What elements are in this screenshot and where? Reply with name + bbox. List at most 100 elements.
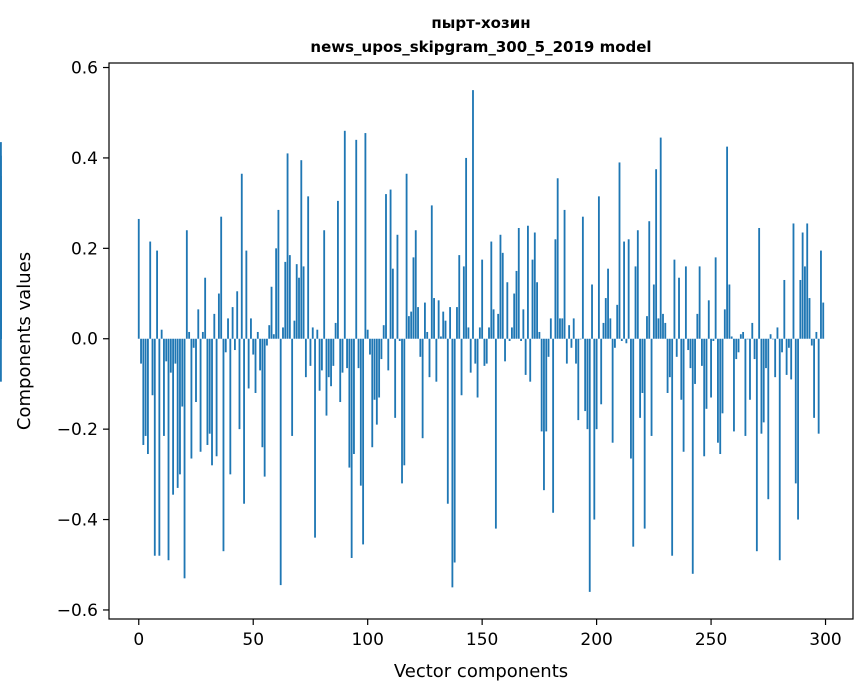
bar (469, 338, 472, 373)
bar (268, 325, 271, 339)
x-tick-label: 300 (809, 630, 841, 650)
bar (813, 338, 815, 418)
bar (243, 338, 245, 504)
bar (320, 338, 323, 371)
bar (701, 338, 703, 366)
bar (183, 338, 186, 579)
bar (140, 338, 142, 364)
bar (728, 284, 731, 339)
bar (185, 230, 188, 339)
x-tick-label: 100 (351, 630, 383, 650)
bar (437, 300, 440, 339)
bar (0, 338, 2, 382)
bar (394, 338, 397, 418)
bar (435, 338, 438, 382)
bar (755, 338, 758, 552)
bar (625, 338, 628, 344)
y-axis: 0.6 0.4 0.2 0.0 −0.2 −0.4 −0.6 (57, 59, 109, 621)
bar (527, 225, 529, 339)
bar (604, 298, 607, 339)
bar (623, 241, 625, 339)
bar (291, 338, 294, 436)
bar (147, 338, 149, 455)
bar (719, 338, 722, 455)
bar (357, 338, 360, 369)
bar (485, 338, 488, 364)
bar (733, 338, 735, 432)
bar (233, 338, 236, 351)
bar (295, 264, 298, 339)
x-tick-label: 200 (580, 630, 612, 650)
bar (266, 338, 268, 346)
bar (744, 338, 747, 436)
bars-group (0, 90, 825, 592)
bar (723, 309, 726, 339)
bar (263, 338, 266, 477)
bar (385, 194, 387, 339)
bar (279, 338, 282, 586)
bar (167, 338, 170, 561)
bar (810, 338, 813, 346)
bar (201, 331, 204, 339)
bar (430, 205, 433, 339)
bar (350, 338, 353, 558)
bar (460, 338, 463, 396)
bar (158, 338, 161, 556)
bar (563, 209, 566, 339)
bar (494, 338, 497, 529)
bar (774, 338, 777, 378)
bar (355, 139, 358, 339)
bar (691, 338, 694, 574)
bar (451, 338, 454, 588)
y-tick-label: 0.0 (71, 330, 98, 350)
bar (703, 338, 706, 457)
bar (371, 338, 374, 448)
bar (449, 307, 452, 339)
bar (165, 338, 168, 362)
y-axis-label: Components values (14, 252, 35, 430)
bar (513, 293, 516, 339)
bar (252, 338, 255, 355)
bar (298, 277, 300, 339)
bar (229, 338, 232, 475)
bar (204, 277, 207, 339)
bar (753, 338, 756, 360)
y-tick-label: 0.6 (71, 59, 98, 79)
bar (682, 338, 685, 452)
bar (600, 338, 603, 405)
bar (559, 318, 561, 339)
bar (465, 157, 468, 339)
bar (272, 334, 275, 339)
bar (160, 329, 163, 339)
bar (705, 338, 708, 409)
bar (169, 338, 172, 373)
bar (401, 338, 403, 484)
bar (801, 232, 804, 339)
bar (405, 173, 408, 339)
bar (618, 162, 621, 339)
bar (815, 331, 818, 339)
bar (286, 153, 289, 339)
bar (712, 338, 715, 341)
bar (568, 325, 571, 339)
bar (325, 338, 328, 416)
bar (410, 311, 413, 339)
bar (570, 338, 573, 348)
bar (506, 282, 509, 339)
bar (488, 327, 490, 339)
bar (153, 338, 156, 556)
bar (334, 322, 337, 339)
bar (293, 320, 296, 339)
bar (538, 331, 541, 339)
bar (822, 302, 825, 339)
bar (737, 338, 740, 353)
bar (675, 338, 678, 357)
bar (261, 338, 264, 448)
bar (499, 234, 502, 339)
bar (698, 266, 701, 339)
bar (346, 338, 348, 369)
bar (510, 327, 513, 339)
bar (696, 313, 699, 339)
bar (389, 189, 392, 339)
